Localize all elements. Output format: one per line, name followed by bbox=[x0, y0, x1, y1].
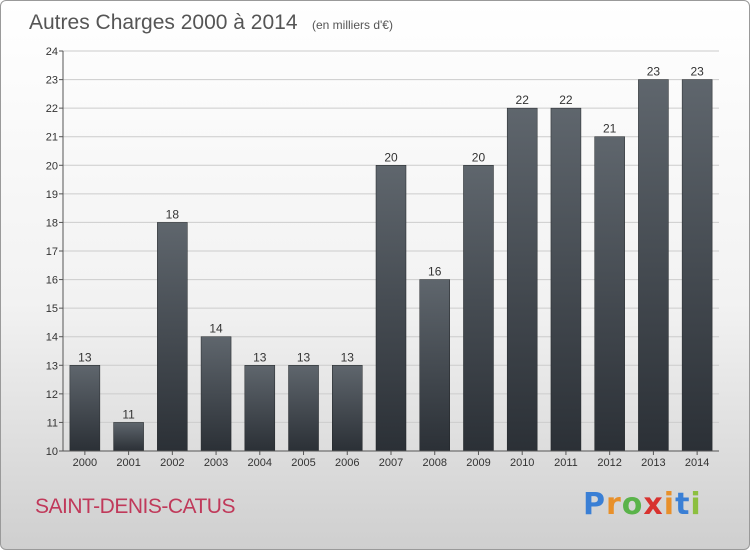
x-tick-label: 2014 bbox=[685, 457, 709, 469]
y-tick-label: 15 bbox=[46, 303, 58, 315]
bar bbox=[419, 279, 450, 452]
data-label: 14 bbox=[209, 322, 223, 336]
x-tick-label: 2006 bbox=[335, 457, 359, 469]
y-tick-label: 17 bbox=[46, 246, 58, 258]
data-label: 16 bbox=[428, 265, 442, 279]
y-tick-label: 24 bbox=[46, 46, 58, 58]
bar bbox=[200, 336, 232, 452]
logo-letter: i bbox=[663, 487, 676, 522]
bar bbox=[681, 79, 713, 452]
y-tick-label: 18 bbox=[46, 217, 58, 229]
x-tick-label: 2005 bbox=[291, 457, 315, 469]
proxiti-logo[interactable]: Proxiti bbox=[583, 487, 702, 522]
y-tick-label: 23 bbox=[46, 75, 58, 87]
bar bbox=[506, 107, 538, 452]
bar bbox=[375, 165, 407, 452]
x-tick-label: 2012 bbox=[597, 457, 621, 469]
labels: 10 11 12 13 14 15 16 17 18 19 20 21 22 23 24 13 2000 11 20… bbox=[46, 46, 710, 469]
data-label: 13 bbox=[78, 350, 92, 364]
x-tick-label: 2001 bbox=[116, 457, 140, 469]
data-label: 13 bbox=[253, 350, 267, 364]
logo-letter: o bbox=[621, 487, 644, 522]
bar bbox=[332, 365, 363, 452]
bar bbox=[463, 165, 494, 452]
x-tick-label: 2003 bbox=[204, 457, 228, 469]
bar bbox=[244, 365, 276, 452]
data-label: 22 bbox=[516, 93, 530, 107]
axes bbox=[59, 50, 719, 455]
data-label: 21 bbox=[603, 122, 617, 136]
chart-unit-note: (en milliers d'€) bbox=[312, 18, 393, 32]
y-tick-label: 10 bbox=[46, 446, 58, 458]
bars bbox=[69, 79, 713, 452]
bar bbox=[550, 107, 582, 452]
chart-title: Autres Charges 2000 à 2014 (en milliers … bbox=[29, 11, 393, 34]
y-tick-label: 20 bbox=[46, 160, 58, 172]
data-label: 20 bbox=[384, 150, 398, 164]
chart-title-main: Autres Charges 2000 à 2014 bbox=[29, 11, 298, 34]
y-tick-label: 22 bbox=[46, 103, 58, 115]
y-tick-label: 13 bbox=[46, 360, 58, 372]
commune-name: SAINT-DENIS-CATUS bbox=[35, 495, 235, 518]
y-tick-label: 11 bbox=[47, 417, 58, 429]
x-tick-label: 2011 bbox=[554, 457, 578, 469]
bar bbox=[69, 365, 101, 452]
logo-letter: r bbox=[606, 487, 622, 522]
logo-letter: t bbox=[675, 487, 691, 522]
data-label: 13 bbox=[341, 350, 355, 364]
bar bbox=[157, 222, 188, 452]
data-label: 23 bbox=[690, 65, 704, 79]
y-tick-label: 16 bbox=[46, 275, 58, 287]
logo-letter: i bbox=[690, 487, 702, 522]
data-label: 13 bbox=[297, 350, 311, 364]
x-tick-label: 2009 bbox=[466, 457, 490, 469]
x-tick-label: 2008 bbox=[422, 457, 446, 469]
y-tick-label: 14 bbox=[46, 332, 58, 344]
x-tick-label: 2002 bbox=[160, 457, 184, 469]
bar bbox=[638, 79, 669, 452]
x-tick-label: 2004 bbox=[248, 457, 272, 469]
x-tick-label: 2013 bbox=[641, 457, 665, 469]
y-tick-label: 12 bbox=[46, 389, 58, 401]
x-tick-label: 2007 bbox=[379, 457, 403, 469]
bar bbox=[594, 136, 625, 452]
logo-letter: x bbox=[643, 487, 664, 522]
logo-letter: P bbox=[583, 487, 606, 522]
data-label: 23 bbox=[647, 65, 661, 79]
data-label: 20 bbox=[472, 150, 486, 164]
data-label: 18 bbox=[166, 207, 180, 221]
data-label: 22 bbox=[559, 93, 573, 107]
y-tick-label: 21 bbox=[46, 132, 58, 144]
x-tick-label: 2000 bbox=[73, 457, 97, 469]
x-tick-label: 2010 bbox=[510, 457, 534, 469]
bar bbox=[113, 422, 144, 452]
data-label: 11 bbox=[122, 407, 135, 421]
y-tick-label: 19 bbox=[46, 189, 58, 201]
bar bbox=[288, 365, 319, 452]
